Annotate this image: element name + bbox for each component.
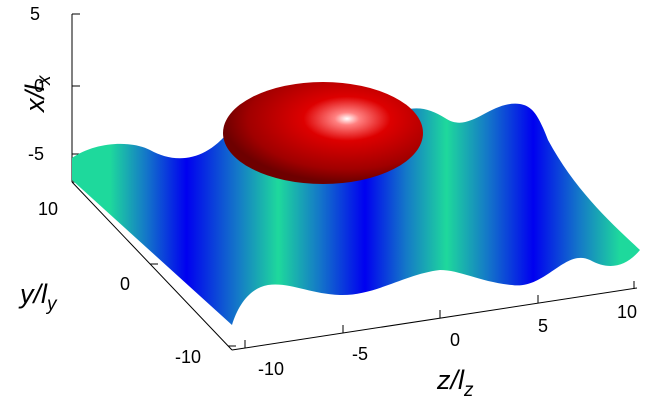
y-tick-label-minus10: -10 <box>175 347 201 367</box>
x-axis-title-main: x/l <box>20 84 50 114</box>
y-axis-line <box>71 181 233 351</box>
y-axis-title-main: y/l <box>18 279 48 309</box>
z-axis-title-sub: z <box>463 380 474 401</box>
z-tick-label-minus10: -10 <box>258 359 284 379</box>
z-tick-label-minus5: -5 <box>352 344 368 364</box>
x-axis-title: x/lx <box>20 74 55 114</box>
z-axis-title-main: z/l <box>436 365 465 395</box>
y-tick-label-10: 10 <box>38 199 58 219</box>
x-tick-label-0: 0 <box>34 76 44 96</box>
z-tick-label-5: 5 <box>538 316 548 336</box>
z-axis-line <box>231 287 638 351</box>
x-tick-label-minus5: -5 <box>28 144 44 164</box>
z-tick-label-0: 0 <box>450 330 460 350</box>
z-tick-label-10: 10 <box>617 302 637 322</box>
x-axis-title-sub: x <box>34 74 55 86</box>
y-axis-title-sub: y <box>45 294 58 315</box>
x-tick-label-5: 5 <box>30 4 40 24</box>
y-axis-title: y/ly <box>18 279 58 315</box>
y-tick-label-0: 0 <box>120 274 130 294</box>
z-axis-title: z/lz <box>436 365 474 401</box>
wave-surface <box>72 103 640 326</box>
ellipsoid-body <box>223 82 423 184</box>
